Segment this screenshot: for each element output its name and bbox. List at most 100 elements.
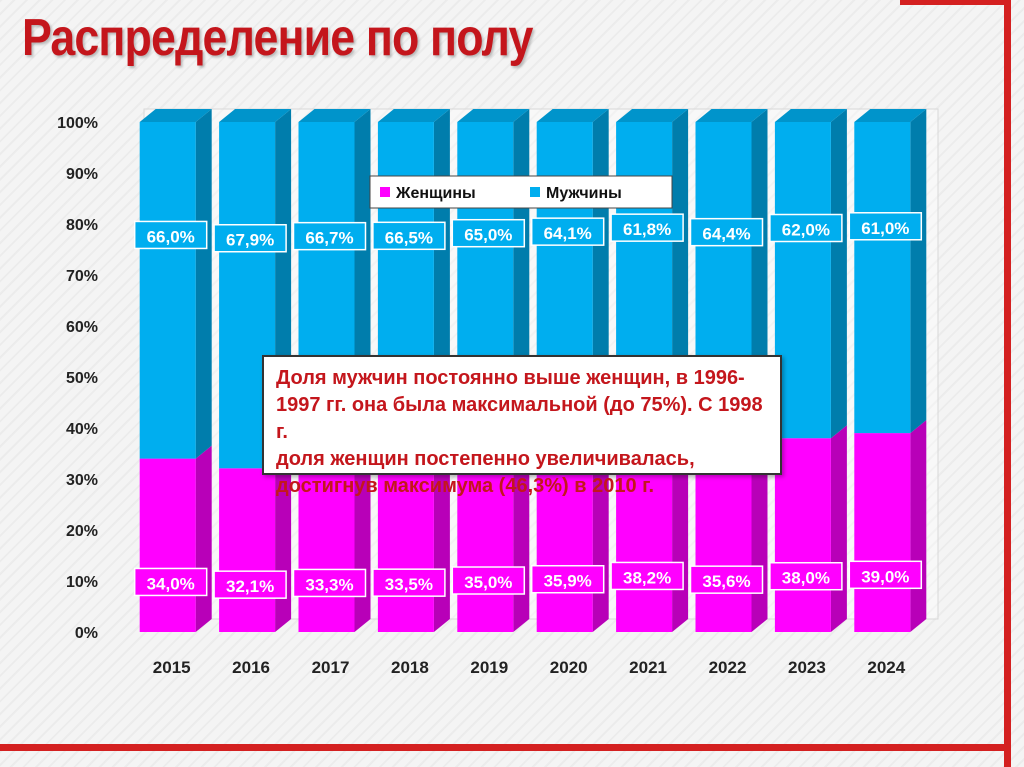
bar-women bbox=[457, 453, 514, 632]
bar-women bbox=[219, 468, 276, 632]
data-label-box bbox=[451, 566, 526, 595]
data-label-box bbox=[689, 565, 764, 594]
y-tick-label: 80% bbox=[66, 217, 98, 234]
data-label-box bbox=[769, 213, 843, 243]
y-tick-label: 10% bbox=[66, 574, 98, 591]
bar-men bbox=[774, 122, 831, 439]
data-label: 35,0% bbox=[464, 573, 512, 592]
data-label: 66,5% bbox=[385, 228, 433, 247]
data-label: 67,9% bbox=[226, 231, 274, 250]
data-label: 62,0% bbox=[782, 221, 830, 240]
annotation-line: доля женщин постепенно увеличивалась, bbox=[276, 448, 695, 470]
data-label-box bbox=[610, 213, 684, 242]
y-tick-label: 0% bbox=[75, 625, 98, 642]
annotation-line: достигнув максимума (46,3%) в 2010 г. bbox=[276, 475, 655, 497]
bar-women bbox=[377, 461, 434, 632]
data-label: 38,0% bbox=[782, 569, 830, 588]
bar-top bbox=[774, 109, 847, 122]
data-label-box bbox=[610, 561, 684, 591]
y-tick-label: 30% bbox=[66, 472, 98, 489]
bar-men bbox=[139, 122, 196, 459]
y-tick-label: 20% bbox=[66, 523, 98, 540]
x-tick-label: 2023 bbox=[788, 658, 826, 677]
bar-women bbox=[774, 438, 831, 632]
data-label: 32,1% bbox=[226, 577, 274, 596]
y-tick-label: 90% bbox=[66, 166, 98, 183]
data-label: 66,0% bbox=[147, 227, 195, 246]
x-tick-label: 2019 bbox=[470, 658, 508, 677]
data-label-box bbox=[848, 560, 923, 590]
data-label-box bbox=[133, 220, 208, 250]
data-label-box bbox=[848, 212, 923, 241]
data-label-box bbox=[372, 221, 446, 251]
bar-side-men bbox=[830, 109, 847, 439]
bar-side-men bbox=[195, 109, 212, 459]
data-label: 35,6% bbox=[702, 572, 750, 591]
data-label: 35,9% bbox=[544, 572, 592, 591]
y-tick-label: 50% bbox=[66, 370, 98, 387]
data-label: 61,0% bbox=[861, 219, 909, 238]
data-label: 61,8% bbox=[623, 220, 671, 239]
bar-side-women bbox=[830, 425, 847, 632]
data-label: 64,4% bbox=[702, 225, 750, 244]
data-label: 38,2% bbox=[623, 568, 671, 587]
data-label: 66,7% bbox=[305, 229, 353, 248]
bar-men bbox=[854, 122, 911, 434]
x-tick-label: 2020 bbox=[550, 658, 588, 677]
x-tick-label: 2024 bbox=[867, 658, 905, 677]
data-label-box bbox=[769, 561, 843, 591]
data-label-box bbox=[372, 568, 446, 597]
data-label: 33,5% bbox=[385, 575, 433, 594]
data-label-box bbox=[213, 570, 287, 599]
data-label-box bbox=[292, 568, 367, 598]
data-label: 64,1% bbox=[544, 224, 592, 243]
bar-top bbox=[298, 109, 371, 122]
bar-top bbox=[695, 109, 768, 122]
frame-bottom-border bbox=[0, 744, 1011, 751]
data-label: 65,0% bbox=[464, 226, 512, 245]
bar-top bbox=[457, 109, 530, 122]
bar-women bbox=[695, 450, 752, 632]
bar-side-women bbox=[195, 445, 212, 632]
frame-right-border bbox=[1004, 0, 1011, 767]
x-tick-label: 2021 bbox=[629, 658, 667, 677]
annotation-line: 1997 гг. она была максимальной (до 75%).… bbox=[276, 394, 763, 443]
bar-women bbox=[854, 433, 911, 632]
x-tick-label: 2015 bbox=[153, 658, 191, 677]
y-tick-label: 40% bbox=[66, 421, 98, 438]
bar-side-men bbox=[910, 109, 927, 434]
data-label-box bbox=[213, 223, 287, 253]
data-label-box bbox=[530, 217, 605, 246]
annotation-box: Доля мужчин постоянно выше женщин, в 199… bbox=[262, 355, 782, 497]
data-label-box bbox=[530, 564, 605, 594]
x-tick-label: 2022 bbox=[709, 658, 747, 677]
y-tick-label: 60% bbox=[66, 319, 98, 336]
legend-swatch bbox=[380, 187, 390, 197]
x-tick-label: 2017 bbox=[312, 658, 350, 677]
legend-label: Женщины bbox=[395, 185, 476, 202]
x-tick-label: 2018 bbox=[391, 658, 429, 677]
data-label: 39,0% bbox=[861, 567, 909, 586]
bar-top bbox=[536, 109, 609, 122]
bar-top bbox=[139, 109, 212, 122]
x-tick-label: 2016 bbox=[232, 658, 270, 677]
bar-women bbox=[536, 448, 593, 632]
legend-swatch bbox=[530, 187, 540, 197]
data-label-box bbox=[133, 567, 208, 597]
data-label: 34,0% bbox=[147, 574, 195, 593]
bar-top bbox=[616, 109, 689, 122]
data-label: 33,3% bbox=[305, 575, 353, 594]
bar-women bbox=[298, 462, 355, 632]
bar-top bbox=[219, 109, 292, 122]
y-tick-label: 100% bbox=[57, 115, 98, 132]
bar-top bbox=[854, 109, 927, 122]
annotation-line: Доля мужчин постоянно выше женщин, в 199… bbox=[276, 367, 745, 389]
bar-side-women bbox=[910, 420, 927, 632]
data-label-box bbox=[689, 217, 764, 247]
y-tick-label: 70% bbox=[66, 268, 98, 285]
legend-label: Мужчины bbox=[546, 185, 622, 202]
frame-top-border bbox=[900, 0, 1011, 5]
page-title: Распределение по полу bbox=[22, 9, 533, 67]
legend-box bbox=[369, 175, 673, 209]
bar-top bbox=[377, 109, 450, 122]
